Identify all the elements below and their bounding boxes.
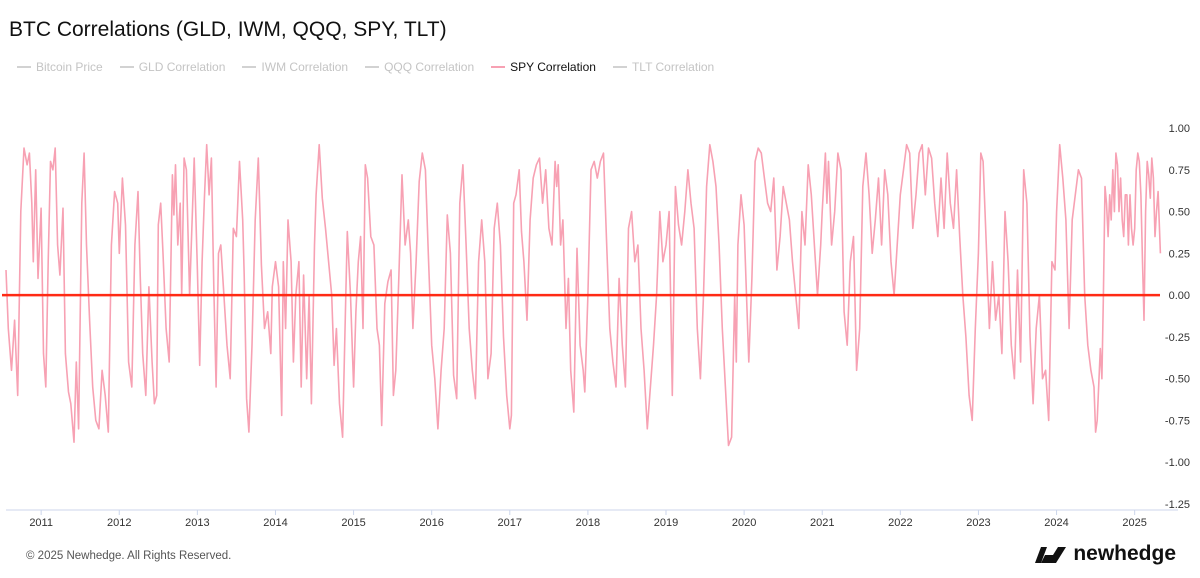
x-tick-label: 2012 [107, 517, 131, 529]
x-tick-label: 2011 [29, 517, 53, 529]
y-tick-label: -1.00 [1165, 457, 1190, 469]
x-tick-label: 2023 [966, 517, 990, 529]
legend-item-spy-correlation[interactable]: SPY Correlation [491, 60, 596, 74]
copyright-footer: © 2025 Newhedge. All Rights Reserved. [26, 550, 232, 562]
legend-swatch [17, 66, 31, 68]
legend-item-gld-correlation[interactable]: GLD Correlation [119, 60, 226, 74]
y-tick-label: 0.00 [1169, 290, 1190, 302]
legend-swatch [491, 66, 506, 68]
legend-swatch [119, 66, 134, 68]
chart-title: BTC Correlations (GLD, IWM, QQQ, SPY, TL… [9, 18, 447, 41]
x-tick-label: 2022 [888, 517, 912, 529]
y-tick-label: -0.25 [1165, 332, 1190, 344]
legend-item-qqq-correlation[interactable]: QQQ Correlation [365, 60, 474, 74]
y-tick-label: 1.00 [1169, 123, 1190, 135]
y-tick-label: -1.25 [1165, 499, 1190, 511]
y-tick-label: 0.75 [1169, 165, 1190, 177]
x-tick-label: 2021 [810, 517, 834, 529]
x-tick-label: 2020 [732, 517, 756, 529]
y-tick-label: -0.75 [1165, 415, 1190, 427]
x-tick-label: 2025 [1122, 517, 1146, 529]
y-tick-label: 0.25 [1169, 248, 1190, 260]
legend-swatch [365, 66, 380, 68]
legend-label: IWM Correlation [261, 60, 349, 74]
legend-label: GLD Correlation [138, 60, 226, 74]
x-tick-label: 2019 [654, 517, 678, 529]
newhedge-logo-icon [1035, 547, 1067, 563]
chart-legend: Bitcoin Price GLD Correlation IWM Correlat… [17, 60, 731, 74]
series-line-spy-correlation [5, 143, 1162, 447]
legend-item-tlt-correlation[interactable]: TLT Correlation [612, 60, 715, 74]
x-tick-label: 2016 [419, 517, 443, 529]
x-tick-label: 2018 [576, 517, 600, 529]
legend-swatch [612, 66, 627, 68]
x-tick-label: 2017 [498, 517, 522, 529]
y-tick-label: -0.50 [1165, 374, 1190, 386]
legend-label: TLT Correlation [631, 60, 715, 74]
legend-item-bitcoin-price[interactable]: Bitcoin Price [17, 60, 103, 74]
legend-item-iwm-correlation[interactable]: IWM Correlation [242, 60, 348, 74]
x-tick-label: 2015 [341, 517, 365, 529]
brand-logo[interactable]: newhedge [1035, 542, 1176, 566]
brand-name: newhedge [1073, 542, 1176, 565]
x-tick-label: 2024 [1044, 517, 1068, 529]
legend-swatch [242, 66, 257, 68]
legend-label: Bitcoin Price [36, 60, 103, 74]
x-tick-label: 2014 [263, 517, 287, 529]
legend-label: QQQ Correlation [384, 60, 475, 74]
x-tick-label: 2013 [185, 517, 209, 529]
y-tick-label: 0.50 [1169, 207, 1190, 219]
legend-label: SPY Correlation [510, 60, 596, 74]
